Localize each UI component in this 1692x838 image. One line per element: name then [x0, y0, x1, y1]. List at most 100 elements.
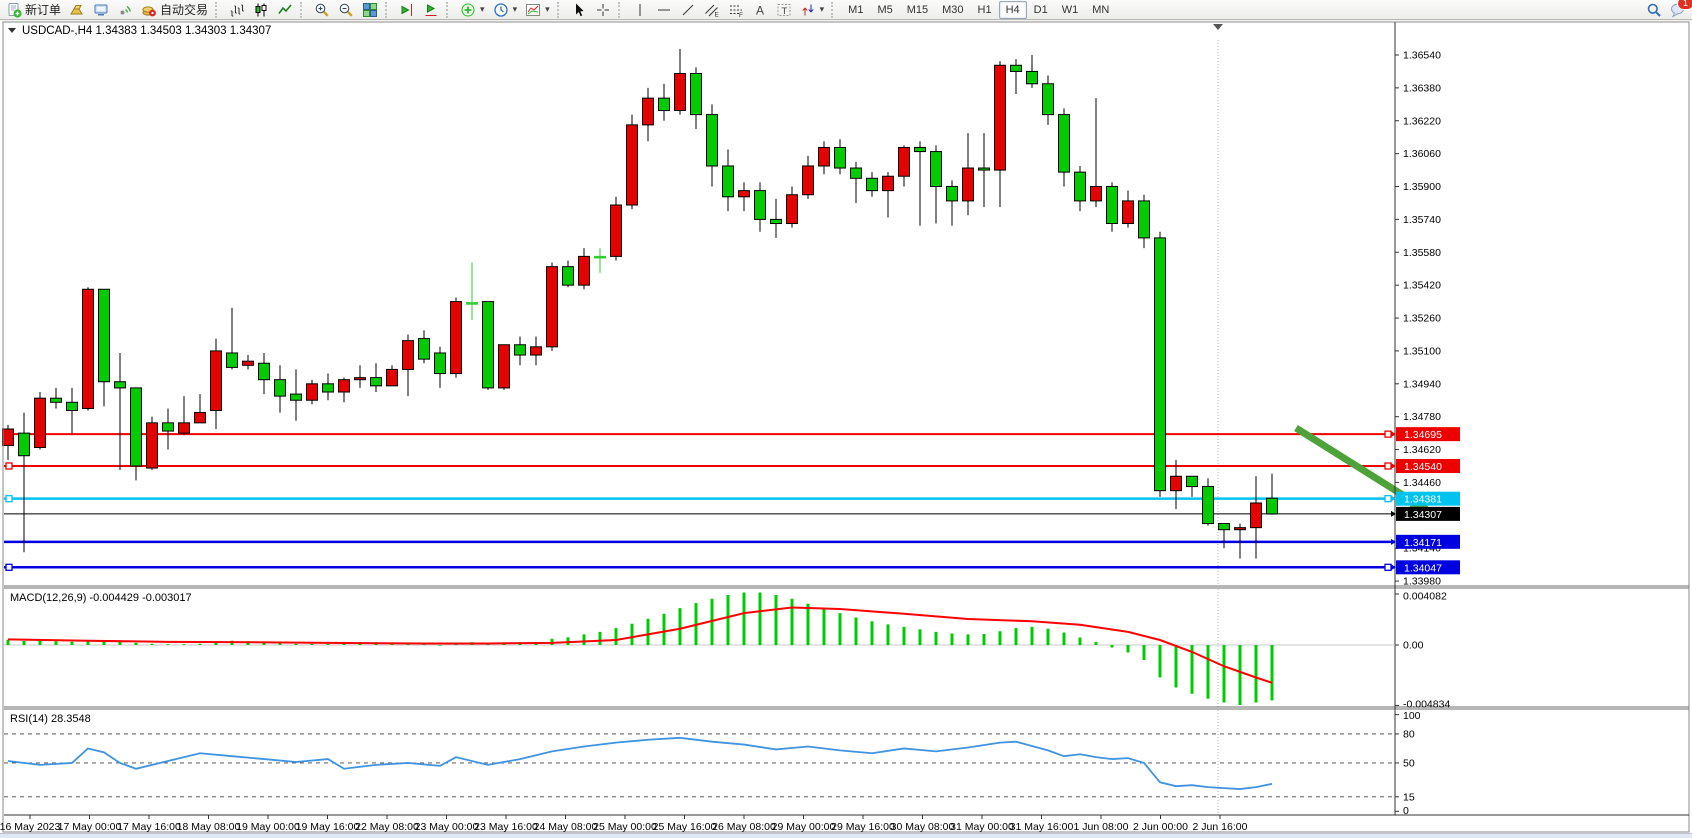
autotrade-label: 自动交易 [160, 3, 209, 17]
price-tick-label: 1.36220 [1403, 115, 1441, 127]
indicators-button[interactable]: ▾ [456, 0, 489, 20]
line-chart-button[interactable] [273, 0, 297, 20]
candle-body [1186, 475, 1198, 488]
candle-body [914, 146, 926, 153]
gold-ingot-icon [69, 2, 85, 18]
chevron-down-icon: ▾ [512, 4, 518, 14]
search-button[interactable] [1642, 0, 1666, 20]
timeframe-m5-button[interactable]: M5 [877, 3, 893, 16]
candle-body [34, 397, 46, 449]
toolbar-separator [300, 1, 307, 18]
candle-body [706, 114, 718, 167]
timeframe-w1-button[interactable]: W1 [1061, 3, 1079, 16]
timeframe-m15-button[interactable]: M15 [906, 3, 929, 16]
candle-body [402, 340, 414, 370]
crosshair-icon [595, 2, 611, 18]
macd-pane: 0.004082 0.00 -0.004834 MACD(12,26,9) -0.00… [4, 591, 1450, 711]
time-tick-label: 26 May 08:00 [712, 821, 776, 833]
time-tick-label: 17 May 00:00 [58, 821, 122, 833]
candle-body [1090, 186, 1102, 202]
candle-body [450, 301, 462, 375]
candle-body [338, 379, 350, 393]
templates-button[interactable]: ▾ [521, 0, 554, 20]
time-tick-label: 16 May 2023 [0, 821, 61, 833]
candlestick-chart-button[interactable] [249, 0, 273, 20]
gold-ingot-button[interactable] [65, 0, 89, 20]
line-handle[interactable] [1384, 430, 1392, 438]
chart-shift-icon [399, 2, 415, 18]
svg-text:1.34695: 1.34695 [1404, 429, 1442, 441]
timeframe-d1-button[interactable]: D1 [1033, 3, 1048, 16]
price-tick-label: 1.34780 [1403, 411, 1441, 423]
symbol-dropdown-icon[interactable] [8, 28, 16, 33]
macd-label: MACD(12,26,9) -0.004429 -0.003017 [10, 592, 192, 604]
signal-icon [117, 2, 133, 18]
horizontal-line-1.34695[interactable] [4, 430, 1395, 438]
crosshair-button[interactable] [591, 0, 615, 20]
toolbar-separator [556, 1, 564, 18]
timeframe-m30-button[interactable]: M30 [942, 3, 964, 16]
time-tick-label: 2 Jun 16:00 [1193, 821, 1248, 833]
horizontal-lines [4, 430, 1395, 571]
candle-body [130, 387, 142, 467]
chart-shift-marker[interactable] [1213, 24, 1223, 30]
trend-line-button[interactable] [676, 0, 700, 20]
cursor-button[interactable] [567, 0, 591, 20]
candle-body [498, 344, 510, 389]
candle-body [258, 362, 270, 381]
svg-text:80: 80 [1403, 728, 1415, 740]
line-handle[interactable] [5, 563, 13, 571]
zoom-in-button[interactable] [310, 0, 334, 20]
candle-body [578, 255, 590, 286]
auto-scroll-button[interactable] [419, 0, 443, 20]
svg-text:1.34540: 1.34540 [1404, 461, 1442, 473]
text-button[interactable]: A [748, 0, 772, 20]
chart-canvas[interactable]: 1.36540 1.36380 1.36220 1.36060 1.35900 1.357… [0, 21, 1692, 833]
price-tick-label: 1.34940 [1403, 378, 1441, 390]
line-handle[interactable] [5, 495, 13, 503]
text-label-button[interactable]: T [772, 0, 796, 20]
candle-body [514, 344, 526, 356]
price-badge-1.34047: 1.34047 [1391, 560, 1460, 575]
new-order-button[interactable]: 新订单 [2, 0, 65, 20]
candle-body [1058, 114, 1070, 173]
candle-body [882, 175, 894, 192]
terminal-button[interactable] [89, 0, 113, 20]
bar-chart-button[interactable] [225, 0, 249, 20]
timeframe-mn-button[interactable]: MN [1092, 3, 1110, 16]
chart-shift-button[interactable] [395, 0, 419, 20]
svg-text:100: 100 [1403, 710, 1421, 722]
chart-window[interactable]: 1.36540 1.36380 1.36220 1.36060 1.35900 1.357… [0, 21, 1692, 833]
timeframe-h4-button[interactable]: H4 [998, 0, 1027, 19]
equidistant-channel-button[interactable]: E [700, 0, 724, 20]
autotrade-button[interactable]: 自动交易 [137, 0, 212, 20]
candle-body [866, 177, 878, 192]
periods-icon [493, 2, 509, 18]
candle-body [50, 397, 62, 403]
new-order-label: 新订单 [25, 3, 62, 17]
new-order-icon [6, 2, 22, 18]
timeframe-h1-button[interactable]: H1 [977, 3, 992, 16]
horizontal-line-1.34381[interactable] [4, 495, 1395, 503]
signal-button[interactable] [113, 0, 137, 20]
fibonacci-button[interactable]: F [724, 0, 748, 20]
zoom-out-button[interactable] [334, 0, 358, 20]
line-handle[interactable] [1384, 495, 1392, 503]
line-handle[interactable] [5, 462, 13, 470]
horizontal-line-button[interactable] [652, 0, 676, 20]
notifications-button[interactable]: 1 [1666, 0, 1692, 20]
line-handle[interactable] [1384, 462, 1392, 470]
horizontal-line-1.34047[interactable] [4, 563, 1395, 571]
price-tick-label: 1.34460 [1403, 477, 1441, 489]
timeframe-m1-button[interactable]: M1 [848, 3, 864, 16]
arrows-button[interactable]: ▾ [796, 0, 829, 20]
candle-body [674, 72, 686, 111]
horizontal-line-1.3454[interactable] [4, 462, 1395, 470]
chevron-down-icon: ▾ [480, 4, 485, 14]
periods-button[interactable]: ▾ [489, 0, 522, 20]
line-handle[interactable] [1384, 563, 1392, 571]
vertical-line-button[interactable] [628, 0, 652, 20]
candle-body [898, 146, 910, 177]
tile-windows-button[interactable] [358, 0, 382, 20]
equidistant-channel-icon: E [704, 2, 720, 18]
